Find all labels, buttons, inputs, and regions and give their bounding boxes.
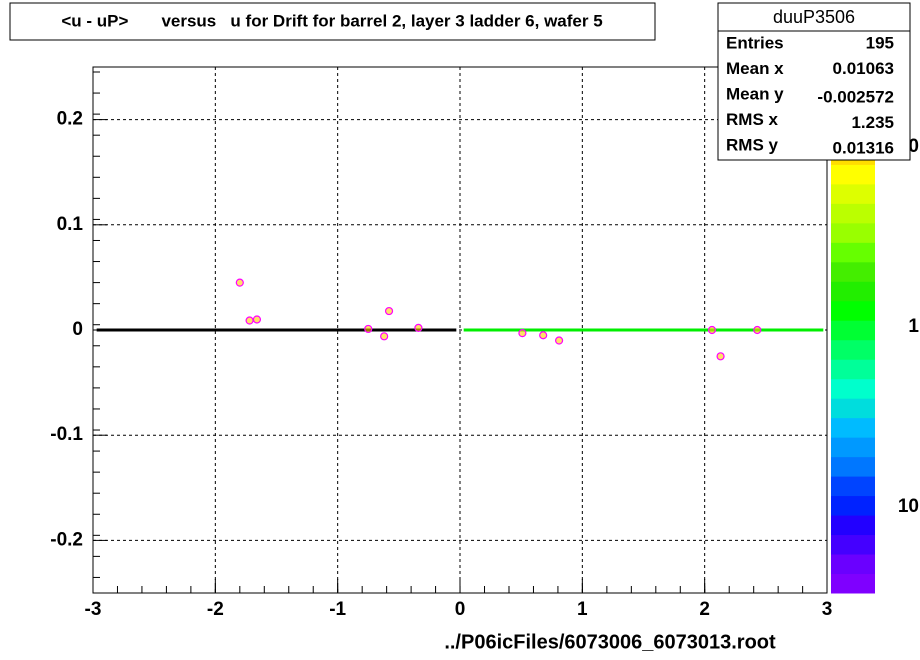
palette-band <box>831 417 875 438</box>
x-tick-label: 0 <box>455 599 466 620</box>
data-point <box>518 329 527 338</box>
palette-label: 0 <box>908 136 919 157</box>
x-tick-label: 2 <box>699 599 710 620</box>
x-tick-label: -1 <box>329 599 346 620</box>
palette-band <box>831 554 875 575</box>
y-tick-label: -0.2 <box>50 529 83 550</box>
palette-band <box>831 242 875 263</box>
data-point <box>245 316 254 325</box>
stats-value: 0.01063 <box>833 59 894 78</box>
y-tick-label: 0.2 <box>57 109 83 130</box>
x-tick-label: -3 <box>85 599 102 620</box>
stats-label: Entries <box>726 33 784 52</box>
chart-title: <u - uP> versus u for Drift for barrel 2… <box>61 11 602 30</box>
x-tick-label: 1 <box>577 599 588 620</box>
palette-label: 1 <box>908 316 919 337</box>
stats-title: duuP3506 <box>773 7 855 27</box>
y-tick-label: 0 <box>72 319 83 340</box>
palette-band <box>831 203 875 224</box>
stats-label: Mean x <box>726 59 784 78</box>
palette-band <box>831 222 875 243</box>
stats-value: 0.01316 <box>833 138 894 157</box>
palette-band <box>831 534 875 555</box>
x-tick-label: 3 <box>822 599 833 620</box>
stats-box <box>717 2 911 161</box>
palette-band <box>831 320 875 341</box>
stats-value: -0.002572 <box>817 87 894 106</box>
palette-band <box>831 378 875 399</box>
stats-label: RMS y <box>726 135 779 154</box>
data-point <box>554 336 564 345</box>
palette-label: 10 <box>898 496 919 517</box>
data-point <box>252 315 262 324</box>
title-box <box>9 2 656 41</box>
data-point <box>753 325 762 335</box>
x-tick-label: -2 <box>207 599 224 620</box>
stats-value: 1.235 <box>851 113 894 132</box>
y-tick-label: -0.1 <box>50 424 83 445</box>
stats-label: RMS x <box>726 110 779 129</box>
palette-band <box>831 476 875 497</box>
data-point <box>235 278 244 287</box>
palette-band <box>831 398 875 419</box>
data-point <box>707 325 717 335</box>
palette-band <box>831 515 875 536</box>
stats-label: Mean y <box>726 84 784 103</box>
palette-band <box>831 261 875 282</box>
palette-band <box>831 183 875 204</box>
data-point <box>380 332 389 341</box>
palette-band <box>831 495 875 516</box>
palette-band <box>831 573 875 594</box>
palette-band <box>831 359 875 380</box>
y-tick-label: 0.1 <box>57 214 84 235</box>
palette-band <box>831 164 875 185</box>
data-point <box>716 352 725 361</box>
data-point <box>414 323 423 332</box>
palette-band <box>831 437 875 458</box>
data-point <box>364 324 373 334</box>
data-point <box>539 331 548 340</box>
palette-band <box>831 281 875 302</box>
x-axis-label: ../P06icFiles/6073006_6073013.root <box>444 631 776 653</box>
palette-band <box>831 339 875 360</box>
palette-band <box>831 456 875 477</box>
palette-band <box>831 300 875 321</box>
data-point <box>384 306 394 316</box>
stats-value: 195 <box>866 33 894 52</box>
